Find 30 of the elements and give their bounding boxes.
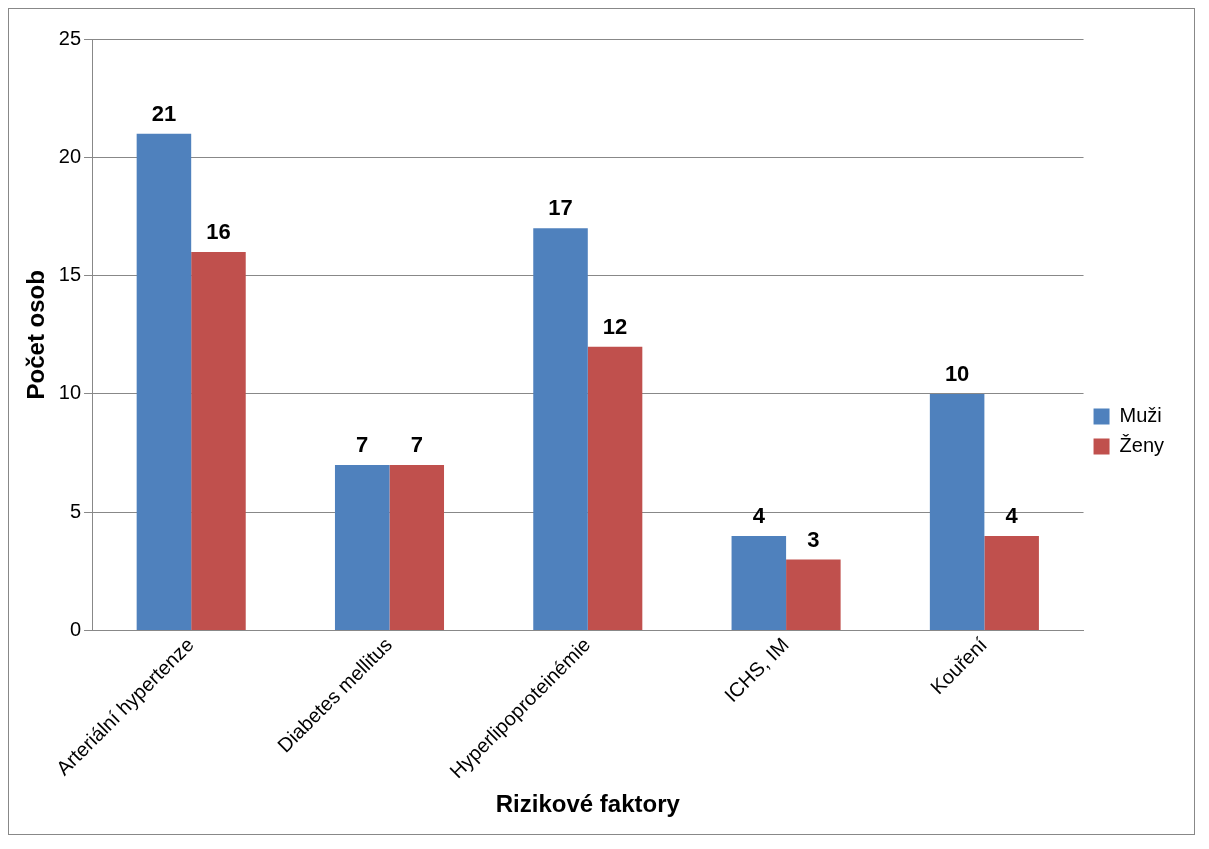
bar — [786, 559, 841, 631]
legend-label: Muži — [1119, 404, 1162, 427]
bar — [334, 464, 390, 631]
data-label: 12 — [602, 313, 628, 339]
bar — [533, 228, 588, 631]
data-label: 21 — [151, 100, 177, 126]
bar — [587, 346, 643, 631]
y-tick-label: 15 — [58, 263, 82, 286]
data-label: 10 — [944, 361, 970, 387]
y-axis-title: Počet osob — [22, 270, 50, 400]
data-label: 4 — [752, 503, 766, 528]
legend-label: Ženy — [1119, 434, 1165, 457]
bar — [191, 251, 246, 631]
bar — [929, 393, 985, 631]
y-tick-label: 5 — [69, 499, 82, 522]
bar — [136, 133, 192, 631]
data-label: 3 — [807, 526, 820, 552]
data-label: 7 — [410, 432, 423, 458]
bar — [389, 464, 445, 631]
data-label: 7 — [356, 432, 369, 458]
y-tick-label: 0 — [69, 618, 82, 641]
data-label: 17 — [548, 195, 573, 221]
y-tick-label: 10 — [58, 381, 82, 404]
y-tick-label: 20 — [58, 144, 82, 167]
y-tick-label: 25 — [58, 26, 82, 49]
x-axis-title: Rizikové faktory — [495, 790, 681, 818]
bar — [984, 535, 1039, 631]
bar — [731, 535, 787, 631]
data-label: 4 — [1005, 503, 1019, 528]
data-label: 16 — [206, 219, 231, 245]
